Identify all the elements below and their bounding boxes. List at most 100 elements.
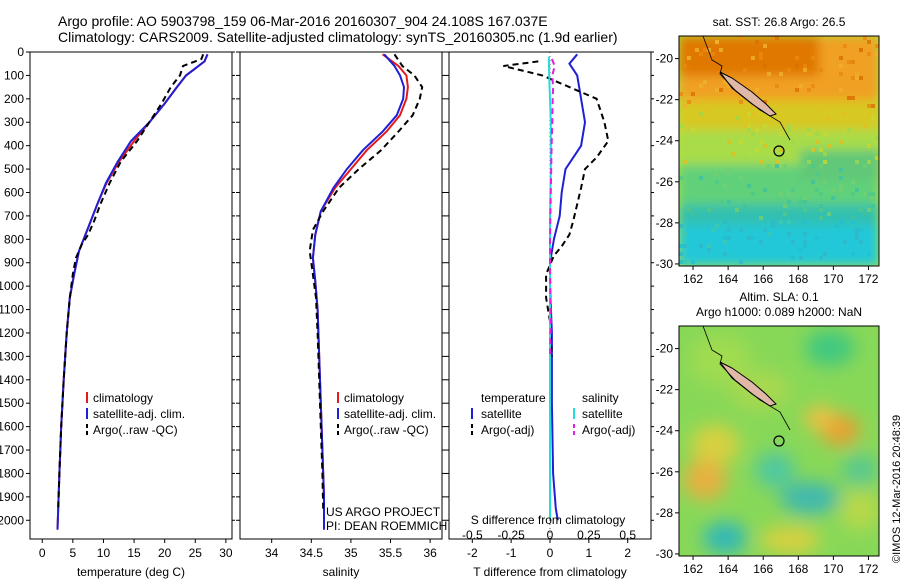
x-tick-label: 35.5 [379,546,403,560]
sla-map-title1: Altim. SLA: 0.1 [739,290,819,304]
sst-pixel [723,220,727,224]
sst-pixel [819,148,823,152]
sst-pixel [831,188,835,192]
sst-pixel [823,132,827,136]
sst-pixel [699,112,703,116]
sst-pixel [727,236,731,240]
sst-pixel [687,96,691,100]
sst-pixel [691,92,695,96]
sst-pixel [875,44,879,48]
sst-pixel [871,192,875,196]
sst-pixel [747,112,751,116]
sst-pixel [871,104,875,108]
project-line1: US ARGO PROJECT [326,505,441,519]
sst-pixel [863,212,867,216]
difference-xlabel-top: S difference from climatology [471,513,626,527]
depth-tick-label: 2000 [0,513,24,527]
sst-pixel [723,236,727,240]
depth-tick-label: 1000 [0,279,24,293]
series-line-temperature-argo-adj- [503,60,610,357]
sst-pixel [803,200,807,204]
sst-pixel [863,36,867,40]
depth-tick-label: 1100 [0,303,24,317]
sst-bathymetry-contour [702,36,791,141]
sst-pixel [691,260,695,264]
sst-pixel [787,200,791,204]
sst-pixel [727,228,731,232]
sst-pixel [787,192,791,196]
sst-pixel [739,260,743,264]
sst-pixel [807,88,811,92]
sst-pixel [799,164,803,168]
sst-pixel [811,84,815,88]
sst-pixel [695,48,699,52]
map-x-tick-label: 170 [823,562,843,576]
sst-pixel [763,64,767,68]
map-x-tick-label: 164 [718,562,738,576]
sst-pixel [751,236,755,240]
sst-pixel [803,64,807,68]
sst-pixel [799,256,803,260]
sst-pixel [779,156,783,160]
sst-pixel [763,100,767,104]
sst-pixel [787,220,791,224]
sst-pixel [855,72,859,76]
sst-pixel [827,116,831,120]
sst-pixel [711,52,715,56]
sst-pixel [727,172,731,176]
sst-pixel [715,88,719,92]
temperature-xlabel: temperature (deg C) [77,565,185,579]
sst-pixel [707,48,711,52]
sst-pixel [707,248,711,252]
sst-pixel [715,172,719,176]
sst-pixel [715,180,719,184]
sst-pixel [851,76,855,80]
sst-pixel [871,204,875,208]
map-y-tick-label: -20 [656,342,674,356]
sst-pixel [851,192,855,196]
series-line-climatology [311,53,409,530]
sst-pixel [743,156,747,160]
sst-pixel [695,100,699,104]
depth-tick-label: 600 [4,185,24,199]
sst-pixel [723,240,727,244]
sst-pixel [859,48,863,52]
legend-temperature-title: temperature [481,391,546,405]
map-y-tick-label: -20 [656,52,674,66]
series-line-climatology [56,53,209,530]
sst-pixel [711,228,715,232]
sst-pixel [783,204,787,208]
depth-tick-label: 1900 [0,490,24,504]
s-diff-tick-label: 0.5 [619,528,636,542]
sst-pixel [683,104,687,108]
sst-pixel [679,244,683,248]
depth-tick-label: 1600 [0,420,24,434]
sst-pixel [771,224,775,228]
sst-pixel [691,212,695,216]
map-y-tick-label: -22 [656,383,674,397]
depth-tick-label: 100 [4,68,24,82]
sst-pixel [871,196,875,200]
sst-pixel [847,96,851,100]
sst-pixel [855,228,859,232]
sst-pixel [791,240,795,244]
sst-pixel [711,208,715,212]
sst-pixel [855,232,859,236]
sst-pixel [795,56,799,60]
sst-pixel [767,72,771,76]
sst-pixel [807,132,811,136]
sst-pixel [839,64,843,68]
sst-pixel [851,220,855,224]
sst-pixel [679,224,683,228]
sst-pixel [747,184,751,188]
salinity-xlabel: salinity [323,565,360,579]
sst-pixel [847,60,851,64]
sst-pixel [727,200,731,204]
depth-tick-label: 0 [17,45,24,59]
sst-pixel [751,56,755,60]
sst-pixel [871,116,875,120]
map-x-tick-label: 172 [858,562,878,576]
sst-pixel [791,140,795,144]
sst-map-field [679,36,879,266]
sst-pixel [803,244,807,248]
